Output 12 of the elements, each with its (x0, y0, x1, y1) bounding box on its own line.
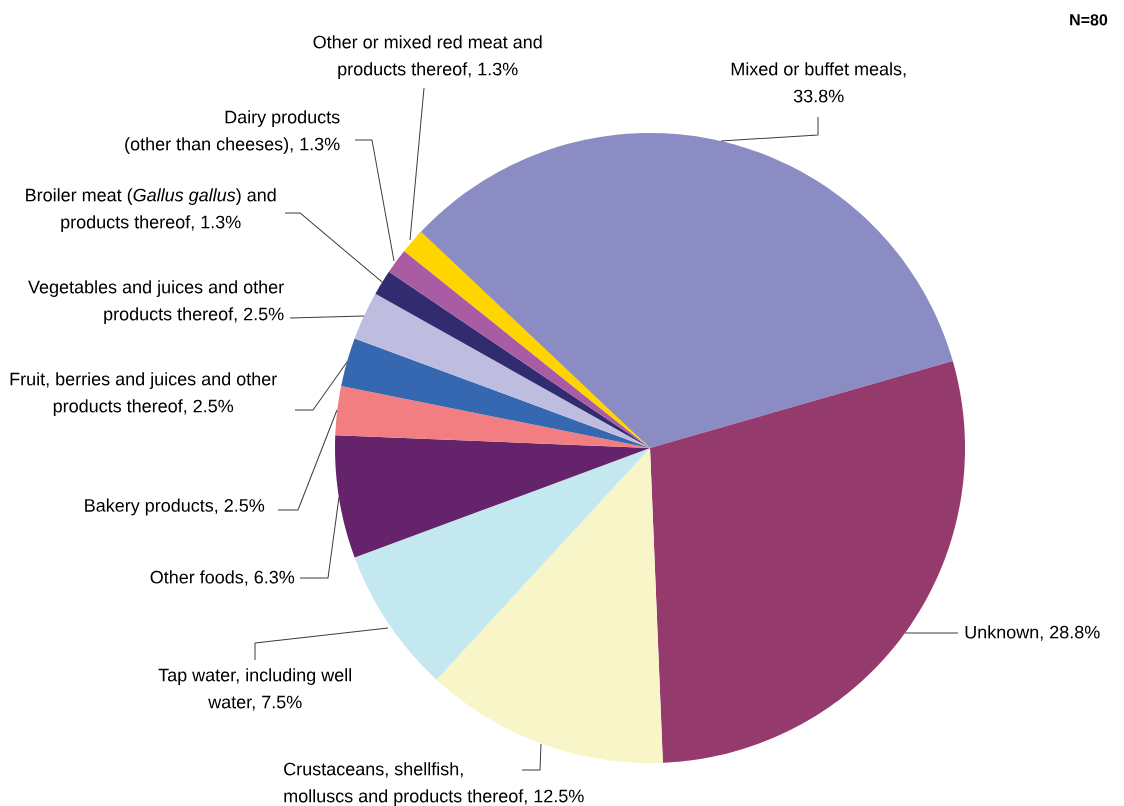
slice-label: Broiler meat (Gallus gallus) and products thereof, 1.3% (26, 188, 276, 232)
slice-label: Crustaceans, shellfish, molluscs and products thereof, 12.5% (284, 762, 584, 806)
slice-label: Mixed or buffet meals, 33.8% (731, 62, 906, 103)
slice-label: Dairy products (other than cheeses), 1.3% (125, 110, 340, 154)
slice-label: Unknown, 28.8% (965, 625, 1100, 641)
slice-label: Tap water, including well water, 7.5% (158, 668, 352, 711)
slice-label: Vegetables and juices and other products thereof, 2.5% (28, 280, 284, 324)
slice-label: Bakery products, 2.5% (85, 498, 265, 516)
slice-label: Fruit, berries and juices and other products thereof, 2.5% (10, 372, 277, 416)
slice-label: Other or mixed red meat and products thereof, 1.3% (313, 35, 542, 79)
text: N=80 (1070, 14, 1108, 26)
slice-label: Other foods, 6.3% (150, 570, 295, 586)
